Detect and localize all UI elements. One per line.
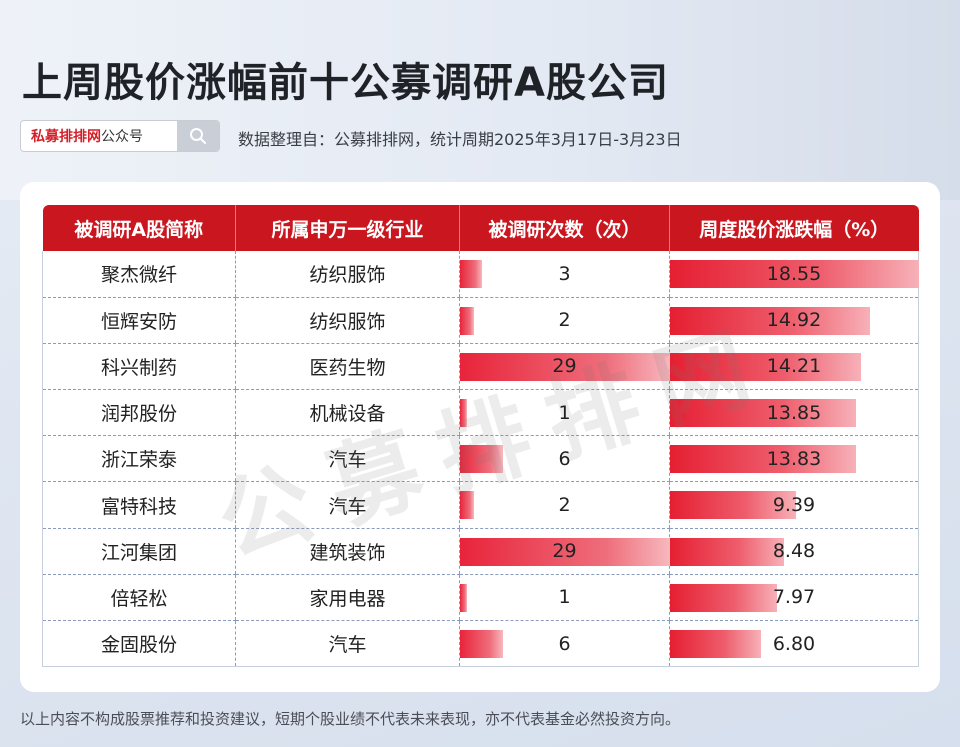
visit-count-value: 1	[558, 401, 571, 424]
table-row: 江河集团 建筑装饰 29 8.48	[42, 528, 919, 575]
visit-count-cell: 2	[459, 481, 670, 529]
visit-count-value: 6	[558, 632, 571, 655]
price-change-bar	[670, 583, 777, 612]
price-change-value: 7.97	[772, 586, 816, 609]
price-change-cell: 18.55	[669, 251, 919, 298]
header-background	[0, 0, 960, 200]
visit-count-bar	[460, 537, 670, 566]
visit-count-cell: 6	[459, 620, 670, 668]
stock-name: 恒辉安防	[42, 297, 236, 344]
price-change-bar	[670, 260, 919, 288]
table-row: 恒辉安防 纺织服饰 2 14.92	[42, 297, 919, 344]
header-stock-name: 被调研A股简称	[42, 205, 236, 251]
industry: 医药生物	[235, 343, 460, 391]
visit-count-value: 2	[558, 309, 571, 332]
visit-count-cell: 3	[459, 251, 670, 298]
visit-count-value: 2	[558, 494, 571, 517]
price-change-bar	[670, 352, 861, 381]
search-suffix: 公众号	[101, 129, 143, 145]
industry: 纺织服饰	[235, 297, 460, 344]
search-icon	[190, 128, 206, 144]
stock-name: 富特科技	[42, 481, 236, 529]
visit-count-cell: 2	[459, 297, 670, 344]
stock-name: 倍轻松	[42, 574, 236, 622]
table-row: 聚杰微纤 纺织服饰 3 18.55	[42, 251, 919, 298]
price-change-value: 18.55	[766, 262, 822, 285]
visit-count-bar	[460, 260, 482, 288]
price-change-bar	[670, 630, 762, 658]
price-change-value: 13.83	[766, 447, 822, 470]
price-change-cell: 7.97	[669, 574, 919, 622]
stock-name: 浙江荣泰	[42, 435, 236, 483]
table-row: 科兴制药 医药生物 29 14.21	[42, 343, 919, 391]
price-change-value: 13.85	[766, 401, 822, 424]
visit-count-value: 29	[552, 540, 577, 563]
price-change-value: 14.92	[766, 309, 822, 332]
visit-count-cell: 1	[459, 389, 670, 437]
price-change-cell: 13.83	[669, 435, 919, 483]
price-change-bar	[670, 537, 784, 566]
price-change-cell: 13.85	[669, 389, 919, 437]
price-change-value: 9.39	[772, 494, 816, 517]
disclaimer: 以上内容不构成股票推荐和投资建议，短期个股业绩不代表未来表现，亦不代表基金必然投…	[20, 710, 681, 728]
industry: 家用电器	[235, 574, 460, 622]
visit-count-bar	[460, 491, 475, 520]
visit-count-bar	[460, 399, 468, 428]
industry: 机械设备	[235, 389, 460, 437]
price-change-bar	[670, 399, 856, 428]
visit-count-cell: 1	[459, 574, 670, 622]
visit-count-bar	[460, 352, 670, 381]
price-change-value: 8.48	[772, 540, 816, 563]
industry: 汽车	[235, 620, 460, 668]
price-change-cell: 14.92	[669, 297, 919, 344]
visit-count-value: 29	[552, 355, 577, 378]
table-row: 浙江荣泰 汽车 6 13.83	[42, 435, 919, 483]
price-change-bar	[670, 445, 856, 474]
search-bar[interactable]: 私募排排网公众号	[20, 120, 220, 152]
ranking-table: 被调研A股简称 所属申万一级行业 被调研次数（次） 周度股价涨跌幅（%） 聚杰微…	[42, 205, 919, 668]
table-row: 金固股份 汽车 6 6.80	[42, 620, 919, 668]
price-change-value: 14.21	[766, 355, 822, 378]
header-industry: 所属申万一级行业	[235, 205, 460, 251]
price-change-cell: 6.80	[669, 620, 919, 668]
table-row: 润邦股份 机械设备 1 13.85	[42, 389, 919, 437]
visit-count-cell: 29	[459, 343, 670, 391]
page-title: 上周股价涨幅前十公募调研A股公司	[22, 60, 669, 106]
industry: 建筑装饰	[235, 528, 460, 575]
table-row: 倍轻松 家用电器 1 7.97	[42, 574, 919, 622]
stock-name: 聚杰微纤	[42, 251, 236, 298]
price-change-cell: 14.21	[669, 343, 919, 391]
stock-name: 江河集团	[42, 528, 236, 575]
industry: 纺织服饰	[235, 251, 460, 298]
price-change-value: 6.80	[772, 632, 816, 655]
stock-name: 润邦股份	[42, 389, 236, 437]
search-brand: 私募排排网	[31, 129, 101, 145]
price-change-cell: 8.48	[669, 528, 919, 575]
visit-count-bar	[460, 583, 468, 612]
table-row: 富特科技 汽车 2 9.39	[42, 481, 919, 529]
search-query[interactable]: 私募排排网公众号	[21, 126, 177, 146]
visit-count-value: 6	[558, 447, 571, 470]
visit-count-bar	[460, 630, 504, 658]
industry: 汽车	[235, 435, 460, 483]
stock-name: 金固股份	[42, 620, 236, 668]
visit-count-cell: 29	[459, 528, 670, 575]
header-visit-count: 被调研次数（次）	[459, 205, 670, 251]
data-source: 数据整理自：公募排排网，统计周期2025年3月17日-3月23日	[238, 130, 682, 149]
search-button[interactable]	[177, 121, 219, 151]
price-change-bar	[670, 306, 871, 335]
table-header-row: 被调研A股简称 所属申万一级行业 被调研次数（次） 周度股价涨跌幅（%）	[42, 205, 919, 251]
visit-count-bar	[460, 306, 475, 335]
visit-count-bar	[460, 445, 504, 474]
industry: 汽车	[235, 481, 460, 529]
header-price-change: 周度股价涨跌幅（%）	[669, 205, 919, 251]
visit-count-value: 3	[558, 262, 571, 285]
price-change-cell: 9.39	[669, 481, 919, 529]
visit-count-value: 1	[558, 586, 571, 609]
price-change-bar	[670, 491, 797, 520]
visit-count-cell: 6	[459, 435, 670, 483]
stock-name: 科兴制药	[42, 343, 236, 391]
